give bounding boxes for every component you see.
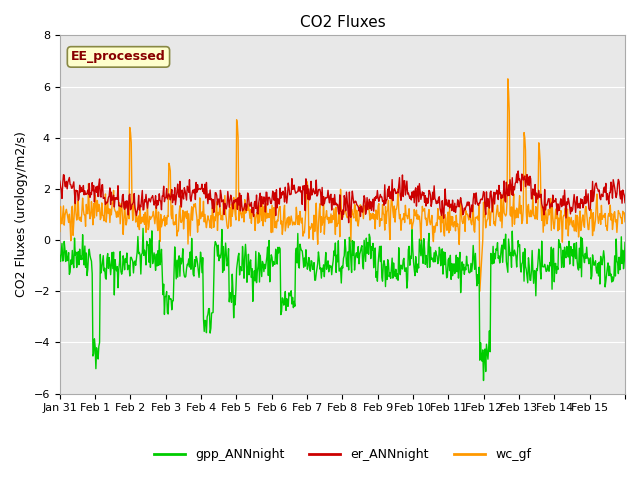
Title: CO2 Fluxes: CO2 Fluxes — [300, 15, 385, 30]
Text: EE_processed: EE_processed — [71, 50, 166, 63]
Legend: gpp_ANNnight, er_ANNnight, wc_gf: gpp_ANNnight, er_ANNnight, wc_gf — [148, 443, 536, 466]
Y-axis label: CO2 Fluxes (urology/m2/s): CO2 Fluxes (urology/m2/s) — [15, 132, 28, 298]
